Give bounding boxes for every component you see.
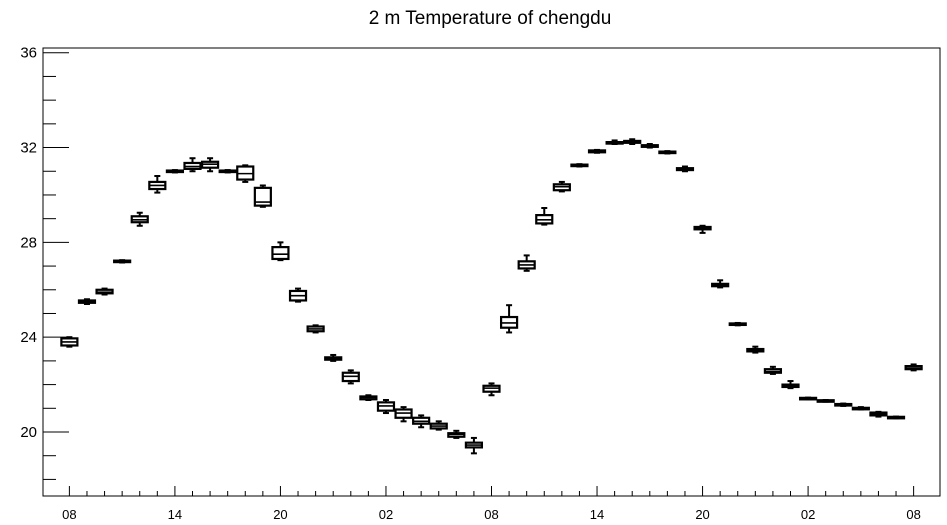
temperature-box bbox=[77, 298, 97, 305]
temperature-box bbox=[341, 369, 360, 385]
y-tick-label: 28 bbox=[20, 234, 37, 251]
temperature-box bbox=[218, 169, 237, 174]
x-tick-label: 08 bbox=[62, 507, 76, 522]
y-tick-label: 32 bbox=[20, 140, 37, 157]
temperature-box bbox=[535, 207, 554, 226]
iqr-box bbox=[253, 186, 272, 207]
y-tick-label: 24 bbox=[20, 329, 37, 346]
y-axis: 20 24 28 32 36 bbox=[20, 45, 69, 480]
temperature-box bbox=[711, 279, 730, 289]
x-tick-label: 08 bbox=[484, 507, 498, 522]
temperature-box bbox=[552, 180, 571, 193]
temperature-box bbox=[834, 402, 853, 407]
temperature-box bbox=[886, 415, 906, 420]
temperature-box bbox=[781, 380, 800, 390]
temperature-box bbox=[60, 336, 79, 348]
temperature-box bbox=[183, 157, 202, 173]
temperature-box bbox=[640, 143, 659, 149]
temperature-box bbox=[271, 241, 290, 262]
y-tick-label: 20 bbox=[20, 424, 37, 441]
temperature-box bbox=[412, 414, 431, 429]
temperature-box bbox=[464, 436, 484, 455]
temperature-box bbox=[236, 164, 255, 183]
temperature-box bbox=[165, 169, 185, 174]
x-tick-label: 20 bbox=[273, 507, 287, 522]
chart-title: 2 m Temperature of chengdu bbox=[369, 8, 612, 29]
x-tick-label: 14 bbox=[590, 507, 604, 522]
box-series bbox=[60, 138, 923, 455]
temperature-box bbox=[95, 287, 114, 296]
temperature-box bbox=[130, 211, 149, 227]
temperature-box bbox=[200, 157, 220, 173]
temperature-box bbox=[904, 363, 923, 372]
temperature-box bbox=[113, 259, 132, 264]
iqr-box bbox=[271, 246, 290, 261]
temperature-box bbox=[306, 324, 325, 334]
temperature-box bbox=[798, 396, 818, 401]
temperature-box bbox=[869, 410, 888, 418]
y-tick-label: 36 bbox=[20, 45, 37, 62]
temperature-box bbox=[728, 321, 747, 327]
x-tick-label: 02 bbox=[801, 507, 815, 522]
temperature-box bbox=[288, 287, 308, 303]
temperature-box bbox=[394, 406, 413, 423]
temperature-box bbox=[253, 184, 272, 208]
x-tick-label: 08 bbox=[906, 507, 920, 522]
temperature-box bbox=[693, 224, 712, 234]
plot-frame bbox=[42, 47, 941, 497]
x-tick-label: 20 bbox=[695, 507, 709, 522]
temperature-box bbox=[763, 365, 783, 375]
temperature-box bbox=[148, 175, 167, 194]
temperature-box bbox=[605, 139, 624, 145]
temperature-box bbox=[359, 394, 378, 401]
temperature-box bbox=[623, 138, 642, 145]
temperature-box bbox=[429, 420, 448, 431]
temperature-box bbox=[447, 429, 466, 439]
temperature-box bbox=[587, 148, 607, 154]
temperature-box bbox=[570, 163, 589, 168]
temperature-box bbox=[658, 150, 677, 155]
x-tick-label: 14 bbox=[168, 507, 182, 522]
temperature-box bbox=[851, 406, 870, 411]
temperature-box bbox=[376, 399, 396, 415]
temperature-box bbox=[324, 353, 343, 362]
temperature-box bbox=[746, 345, 765, 354]
x-axis: 08 14 20 02 08 14 20 02 08 bbox=[62, 486, 921, 522]
temperature-box bbox=[482, 382, 501, 397]
temperature-box bbox=[816, 399, 835, 403]
temperature-box bbox=[499, 304, 519, 334]
temperature-box bbox=[675, 165, 695, 173]
x-tick-label: 02 bbox=[379, 507, 393, 522]
temperature-box bbox=[517, 254, 536, 272]
